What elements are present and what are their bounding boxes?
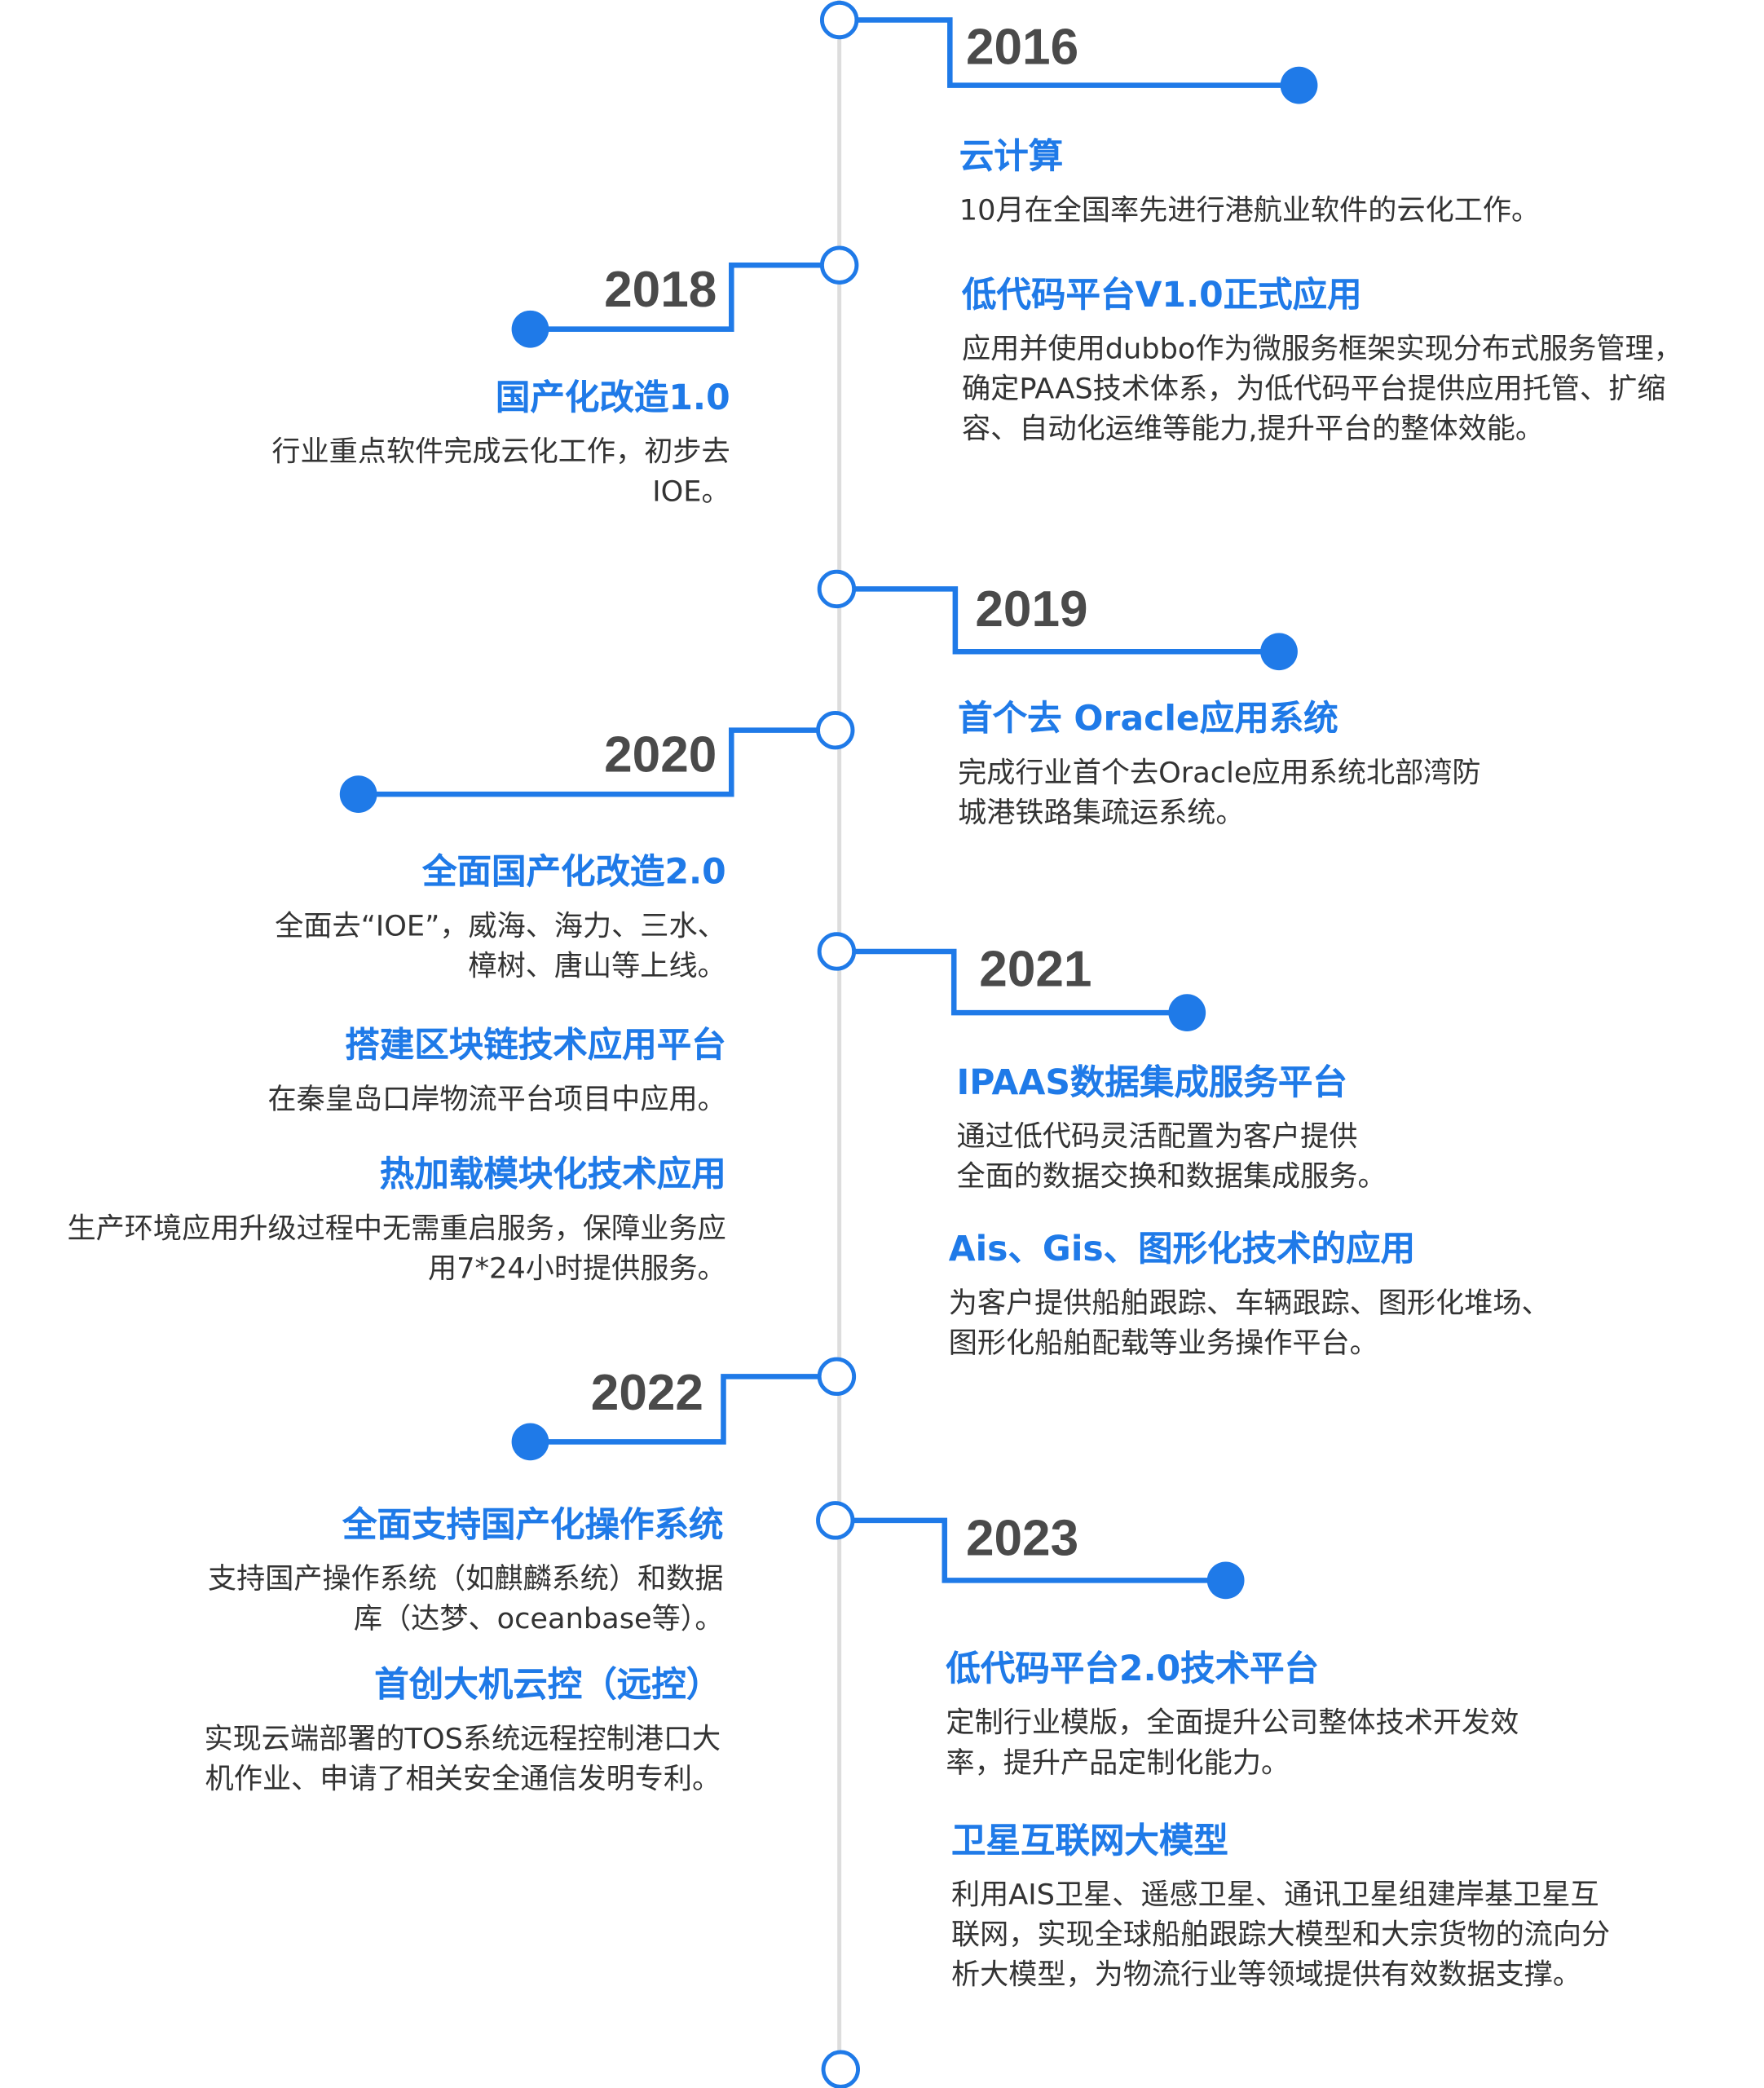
milestone-item: 全面支持国产化操作系统支持国产操作系统（如麒麟系统）和数据库（达梦、oceanb…: [208, 1504, 724, 1640]
item-title: 国产化改造1.0: [495, 378, 730, 419]
description-line: 应用并使用dubbo作为微服务框架实现分布式服务管理，: [962, 333, 1682, 367]
description-line: 图形化船舶配载等业务操作平台。: [948, 1327, 1378, 1361]
item-description: 应用并使用dubbo作为微服务框架实现分布式服务管理， 确定PAAS技术体系，为低…: [962, 330, 1682, 450]
year-label: 2016: [965, 20, 1079, 77]
item-title: 首创大机云控（远控）: [374, 1666, 721, 1706]
item-description: 在秦皇岛口岸物流平台项目中应用。: [267, 1080, 725, 1120]
description-line: 库（达梦、oceanbase等）。: [353, 1603, 724, 1637]
year-label: 2018: [604, 262, 717, 319]
description-line: 通过低代码灵活配置为客户提供: [956, 1120, 1358, 1154]
item-title: 热加载模块化技术应用: [379, 1155, 726, 1196]
description-line: 全面的数据交换和数据集成服务。: [956, 1160, 1387, 1194]
milestone-item: 卫星互联网大模型利用AIS卫星、遥感卫星、通讯卫星组建岸基卫星互 联网，实现全球船…: [951, 1821, 1610, 1997]
connector-line: [530, 1374, 837, 1445]
description-line: 完成行业首个去Oracle应用系统北部湾防: [958, 757, 1481, 791]
timeline-node: [817, 569, 857, 609]
description-line: 行业重点软件完成云化工作，初步去: [271, 435, 730, 470]
year-label: 2021: [979, 942, 1092, 999]
item-title: 云计算: [959, 137, 1064, 178]
timeline-node: [816, 710, 855, 750]
connector-line: [836, 586, 1280, 655]
connector-line: [530, 262, 840, 332]
item-title: 低代码平台2.0技术平台: [946, 1649, 1320, 1690]
item-description: 支持国产操作系统（如麒麟系统）和数据库（达梦、oceanbase等）。: [208, 1560, 724, 1640]
item-title: 全面支持国产化操作系统: [342, 1505, 724, 1546]
item-title: 搭建区块链技术应用平台: [345, 1026, 726, 1066]
description-line: 生产环境应用升级过程中无需重启服务，保障业务应: [67, 1212, 726, 1247]
item-title: 全面国产化改造2.0: [422, 853, 726, 894]
item-description: 全面去“IOE”，威海、海力、三水、樟树、唐山等上线。: [275, 907, 725, 987]
milestone-item: 首个去 Oracle应用系统完成行业首个去Oracle应用系统北部湾防 城港铁路集…: [958, 698, 1480, 834]
item-description: 为客户提供船舶跟踪、车辆跟踪、图形化堆场、 图形化船舶配载等业务操作平台。: [949, 1285, 1550, 1365]
timeline-node: [819, 0, 859, 40]
description-line: 支持国产操作系统（如麒麟系统）和数据: [207, 1563, 724, 1597]
item-description: 行业重点软件完成云化工作，初步去 IOE。: [271, 433, 730, 513]
timeline-end-node: [821, 2050, 860, 2088]
connector-line: [836, 948, 1188, 1016]
item-description: 定制行业模版，全面提升公司整体技术开发效 率，提升产品定制化能力。: [946, 1704, 1519, 1784]
item-description: 实现云端部署的TOS系统远程控制港口大 机作业、申请了相关安全通信发明专利。: [205, 1720, 721, 1800]
item-title: Ais、Gis、图形化技术的应用: [948, 1229, 1416, 1270]
milestone-dot: [511, 310, 549, 348]
year-label: 2023: [965, 1511, 1079, 1568]
item-description: 通过低代码灵活配置为客户提供 全面的数据交换和数据集成服务。: [956, 1118, 1386, 1198]
milestone-item: 热加载模块化技术应用生产环境应用升级过程中无需重启服务，保障业务应用7*24小时…: [68, 1154, 726, 1290]
milestone-dot: [1206, 1561, 1245, 1600]
milestone-item: 云计算 10月在全国率先进行港航业软件的云化工作。: [959, 136, 1540, 232]
item-title: 首个去 Oracle应用系统: [958, 700, 1338, 740]
description-line: IOE。: [652, 475, 730, 510]
connector-line: [839, 17, 1299, 88]
description-line: 率，提升产品定制化能力。: [946, 1746, 1290, 1781]
milestone-item: IPAAS数据集成服务平台通过低代码灵活配置为客户提供 全面的数据交换和数据集成服…: [956, 1062, 1386, 1199]
milestone-item: 搭建区块链技术应用平台在秦皇岛口岸物流平台项目中应用。: [267, 1025, 725, 1121]
description-line: 机作业、申请了相关安全通信发明专利。: [205, 1763, 721, 1797]
milestone-item: 全面国产化改造2.0 全面去“IOE”，威海、海力、三水、樟树、唐山等上线。: [275, 851, 725, 987]
milestone-item: Ais、Gis、图形化技术的应用为客户提供船舶跟踪、车辆跟踪、图形化堆场、 图形化…: [949, 1229, 1550, 1365]
item-description: 10月在全国率先进行港航业软件的云化工作。: [959, 192, 1540, 232]
description-line: 析大模型，为物流行业等领域提供有效数据支撑。: [950, 1958, 1582, 1993]
description-line: 为客户提供船舶跟踪、车辆跟踪、图形化堆场、: [948, 1287, 1550, 1321]
description-line: 联网，实现全球船舶跟踪大模型和大宗货物的流向分: [950, 1918, 1611, 1953]
description-line: 利用AIS卫星、遥感卫星、通讯卫星组建岸基卫星互: [950, 1878, 1599, 1913]
item-title: 卫星互联网大模型: [950, 1821, 1228, 1862]
item-title: IPAAS数据集成服务平台: [956, 1063, 1347, 1104]
timeline-node: [816, 1501, 855, 1540]
description-line: 实现云端部署的TOS系统远程控制港口大: [204, 1723, 721, 1757]
timeline-node: [817, 1357, 857, 1397]
description-line: 10月在全国率先进行港航业软件的云化工作。: [959, 194, 1541, 228]
timeline-node: [819, 245, 859, 285]
milestone-item: 低代码平台V1.0正式应用应用并使用dubbo作为微服务框架实现分布式服务管理，…: [962, 275, 1682, 451]
description-line: 樟树、唐山等上线。: [468, 950, 726, 984]
description-line: 在秦皇岛口岸物流平台项目中应用。: [267, 1083, 726, 1117]
year-label: 2022: [590, 1366, 703, 1422]
timeline-node: [817, 932, 857, 971]
description-line: 全面去“IOE”，威海、海力、三水、: [275, 910, 726, 944]
connector-line: [835, 1517, 1226, 1583]
milestone-dot: [1168, 994, 1206, 1032]
milestone-dot: [1280, 66, 1318, 104]
milestone-dot: [339, 775, 377, 813]
milestone-dot: [1260, 633, 1298, 671]
year-label: 2019: [975, 582, 1088, 638]
item-description: 完成行业首个去Oracle应用系统北部湾防 城港铁路集疏运系统。: [958, 754, 1480, 834]
year-label: 2020: [604, 727, 717, 784]
milestone-dot: [511, 1423, 549, 1461]
item-description: 生产环境应用升级过程中无需重启服务，保障业务应用7*24小时提供服务。: [68, 1210, 726, 1290]
description-line: 用7*24小时提供服务。: [427, 1252, 726, 1287]
description-line: 确定PAAS技术体系，为低代码平台提供应用托管、扩缩: [962, 373, 1666, 407]
description-line: 定制行业模版，全面提升公司整体技术开发效: [946, 1706, 1519, 1741]
item-description: 利用AIS卫星、遥感卫星、通讯卫星组建岸基卫星互 联网，实现全球船舶跟踪大模型和大…: [951, 1876, 1610, 1996]
connector-line: [358, 727, 836, 797]
milestone-item: 首创大机云控（远控） 实现云端部署的TOS系统远程控制港口大 机作业、申请了相关安全…: [205, 1664, 721, 1800]
milestone-item: 国产化改造1.0 行业重点软件完成云化工作，初步去 IOE。: [271, 377, 730, 514]
description-line: 容、自动化运维等能力,提升平台的整体效能。: [962, 413, 1545, 447]
description-line: 城港铁路集疏运系统。: [958, 797, 1245, 831]
milestone-item: 低代码平台2.0技术平台定制行业模版，全面提升公司整体技术开发效 率，提升产品定制…: [946, 1649, 1519, 1785]
item-title: 低代码平台V1.0正式应用: [962, 276, 1362, 316]
